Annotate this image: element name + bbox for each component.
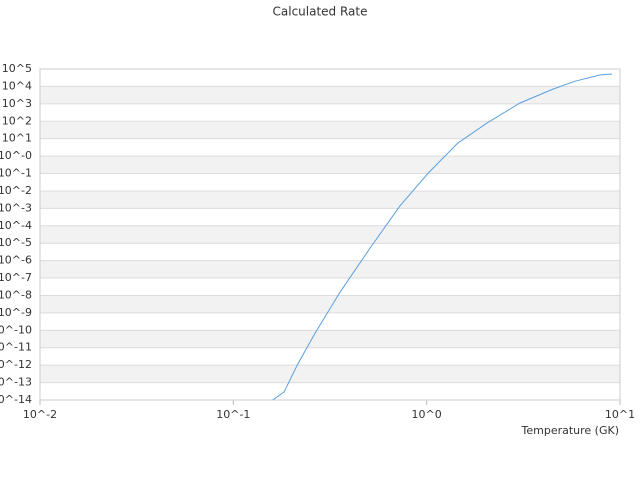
x-tick-label: 10^-2 (23, 408, 57, 421)
y-tick-label: 10^-7 (0, 271, 32, 284)
y-tick-label: 10^-4 (0, 219, 32, 232)
y-tick-label: 10^4 (2, 79, 32, 92)
grid-band (40, 138, 620, 157)
grid-band (40, 190, 620, 209)
plot-border (39, 68, 621, 401)
y-tick-label: 10^2 (2, 114, 32, 127)
y-tick-label: 10^-1 (0, 167, 32, 180)
grid-band (40, 347, 620, 366)
grid (39, 68, 621, 405)
y-tick-label: 10^-5 (0, 236, 32, 249)
y-tick-label: 10^-12 (0, 358, 32, 371)
y-tick-label: 10^-9 (0, 306, 32, 319)
chart-title: Calculated Rate (273, 5, 368, 19)
y-tick-label: 10^-6 (0, 254, 32, 267)
grid-band (40, 243, 620, 261)
plot-area (272, 73, 613, 400)
grid-band (40, 86, 620, 104)
y-tick-label: 10^-11 (0, 341, 32, 354)
grid-band (40, 69, 620, 87)
grid-band (40, 121, 620, 139)
grid-band (40, 295, 620, 313)
y-tick-label: 10^3 (2, 97, 32, 110)
grid-band (40, 156, 620, 174)
data-line (272, 73, 613, 400)
labels: 10^5 10^4 10^3 10^2 10^1 10^-0 10^-1 10^-2 10^-3… (0, 62, 635, 421)
y-tick-label: 10^-14 (0, 393, 32, 406)
y-tick-label: 10^-8 (0, 288, 32, 301)
grid-band (40, 365, 620, 383)
grid-band (40, 103, 620, 122)
grid-band (40, 225, 620, 244)
y-tick-label: 10^-2 (0, 184, 32, 197)
x-tick-label: 10^1 (605, 408, 635, 421)
grid-band (40, 278, 620, 296)
y-tick-label: 10^-0 (0, 149, 32, 162)
y-tick-label: 10^-3 (0, 201, 32, 214)
grid-band (40, 382, 620, 400)
grid-band (40, 173, 620, 191)
x-axis-label: Temperature (GK) (521, 424, 620, 437)
grid-band (40, 260, 620, 279)
plot-background (40, 69, 620, 400)
grid-band (40, 330, 620, 348)
y-tick-label: 10^-13 (0, 376, 32, 389)
grid-band (40, 208, 620, 226)
x-tick-label: 10^-1 (216, 408, 250, 421)
y-tick-label: 10^-10 (0, 323, 32, 336)
x-tick-label: 10^0 (412, 408, 442, 421)
y-tick-label: 10^1 (2, 132, 32, 145)
grid-band (40, 312, 620, 331)
y-tick-label: 10^5 (2, 62, 32, 75)
